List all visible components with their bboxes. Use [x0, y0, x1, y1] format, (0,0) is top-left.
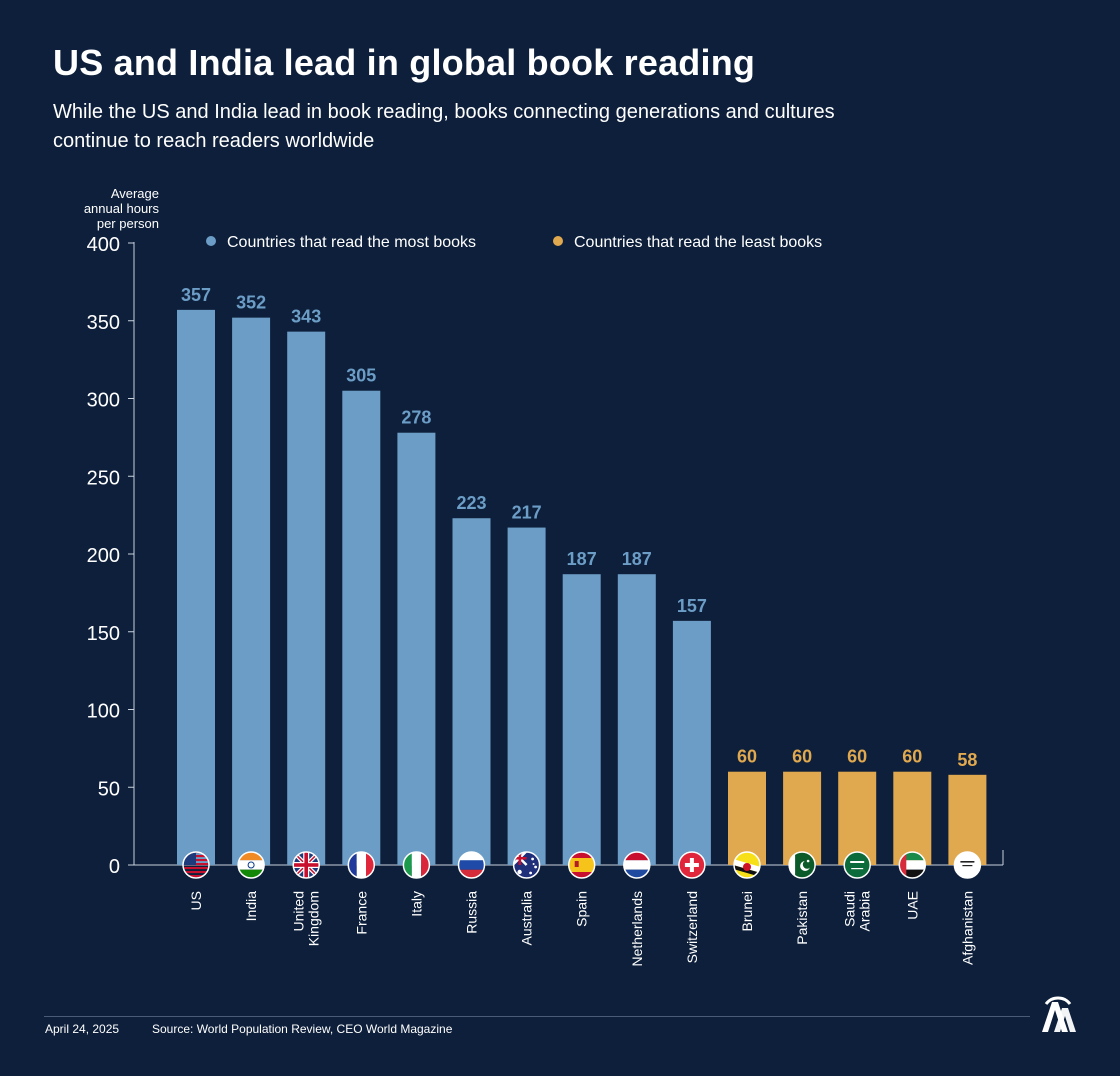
bar — [838, 771, 877, 865]
y-tick-label: 50 — [98, 778, 120, 800]
italy-flag-icon — [402, 851, 431, 879]
bar — [232, 317, 271, 865]
y-axis-label: Average — [111, 186, 159, 201]
x-tick-label: Brunei — [739, 891, 755, 931]
bar — [728, 771, 766, 865]
legend-item-least: Countries that read the least books — [553, 234, 822, 251]
russia-flag-icon — [457, 851, 486, 879]
y-tick-label: 150 — [87, 623, 120, 645]
y-tick-label: 200 — [87, 545, 120, 567]
aa-logo-icon — [1042, 996, 1076, 1032]
x-tick-label: Saudi — [842, 891, 858, 927]
bar-value-label: 187 — [567, 549, 597, 569]
australia-flag-icon — [512, 851, 541, 879]
x-tick-label: Kingdom — [306, 891, 322, 946]
x-tick-label: Australia — [519, 891, 535, 946]
legend-dot-icon — [553, 236, 563, 246]
bar — [672, 620, 711, 865]
x-tick-label: Switzerland — [684, 891, 700, 963]
legend-label: Countries that read the most books — [227, 234, 476, 251]
x-tick-label: UAE — [904, 891, 920, 920]
spain-flag-icon — [567, 851, 596, 879]
bar-value-label: 278 — [401, 408, 431, 428]
x-tick-label: Arabia — [857, 891, 873, 932]
bar-value-label: 187 — [622, 549, 652, 569]
chart-subtitle: While the US and India lead in book read… — [53, 101, 835, 152]
x-tick-label: Netherlands — [629, 891, 645, 967]
x-tick-label: Pakistan — [794, 891, 810, 945]
legend-dot-icon — [206, 236, 216, 246]
y-tick-label: 300 — [87, 390, 120, 412]
x-tick-label: Italy — [408, 891, 424, 917]
switzerland-flag-icon — [678, 851, 706, 879]
footer-divider — [44, 1016, 1030, 1017]
uae-flag-icon — [898, 851, 927, 879]
netherlands-flag-icon — [623, 851, 651, 879]
x-tick-label: Spain — [574, 891, 590, 927]
india-flag-icon — [237, 851, 265, 879]
y-tick-label: 400 — [87, 234, 120, 256]
bar-value-label: 305 — [346, 366, 376, 386]
legend-label: Countries that read the least books — [574, 234, 822, 251]
y-axis-label: annual hours — [84, 201, 160, 216]
x-tick-label: India — [243, 891, 259, 922]
x-tick-label: France — [353, 891, 369, 935]
bar — [562, 574, 601, 865]
bar — [287, 331, 326, 865]
bar-value-label: 343 — [291, 307, 321, 327]
legend-item-most: Countries that read the most books — [206, 234, 476, 251]
y-tick-label: 350 — [87, 312, 120, 334]
footer-date: April 24, 2025 — [45, 1022, 120, 1036]
bar — [177, 309, 215, 865]
bar — [397, 432, 436, 865]
y-axis-label: per person — [97, 216, 159, 231]
bar-value-label: 157 — [677, 596, 707, 616]
x-tick-label: Afghanistan — [959, 891, 975, 965]
x-tick-label: Russia — [464, 891, 480, 934]
chart-title: US and India lead in global book reading — [53, 42, 756, 83]
y-tick-label: 100 — [87, 701, 120, 723]
bar — [342, 390, 381, 865]
saudi-arabia-flag-icon — [843, 851, 871, 879]
bar — [948, 774, 987, 865]
footer-source: Source: World Population Review, CEO Wor… — [152, 1022, 453, 1036]
bar — [617, 574, 656, 865]
x-tick-label: United — [291, 891, 307, 931]
y-tick-label: 250 — [87, 467, 120, 489]
bar — [507, 527, 546, 865]
bar — [783, 771, 822, 865]
bar-value-label: 217 — [512, 503, 542, 523]
bar-value-label: 60 — [847, 747, 867, 767]
bar — [893, 771, 932, 865]
y-tick-label: 0 — [109, 856, 120, 878]
bar — [452, 518, 491, 865]
bar-value-label: 357 — [181, 285, 211, 305]
bar-value-label: 60 — [792, 747, 812, 767]
bar-value-label: 58 — [957, 750, 977, 770]
bar-value-label: 352 — [236, 293, 266, 313]
france-flag-icon — [347, 851, 376, 879]
x-tick-label: US — [188, 891, 204, 910]
bar-value-label: 223 — [456, 493, 486, 513]
uk-flag-icon — [292, 851, 320, 879]
bar-value-label: 60 — [737, 747, 757, 767]
brunei-flag-icon — [733, 851, 761, 879]
bar-value-label: 60 — [902, 747, 922, 767]
pakistan-flag-icon — [788, 851, 816, 879]
afghanistan-flag-icon — [953, 851, 982, 879]
